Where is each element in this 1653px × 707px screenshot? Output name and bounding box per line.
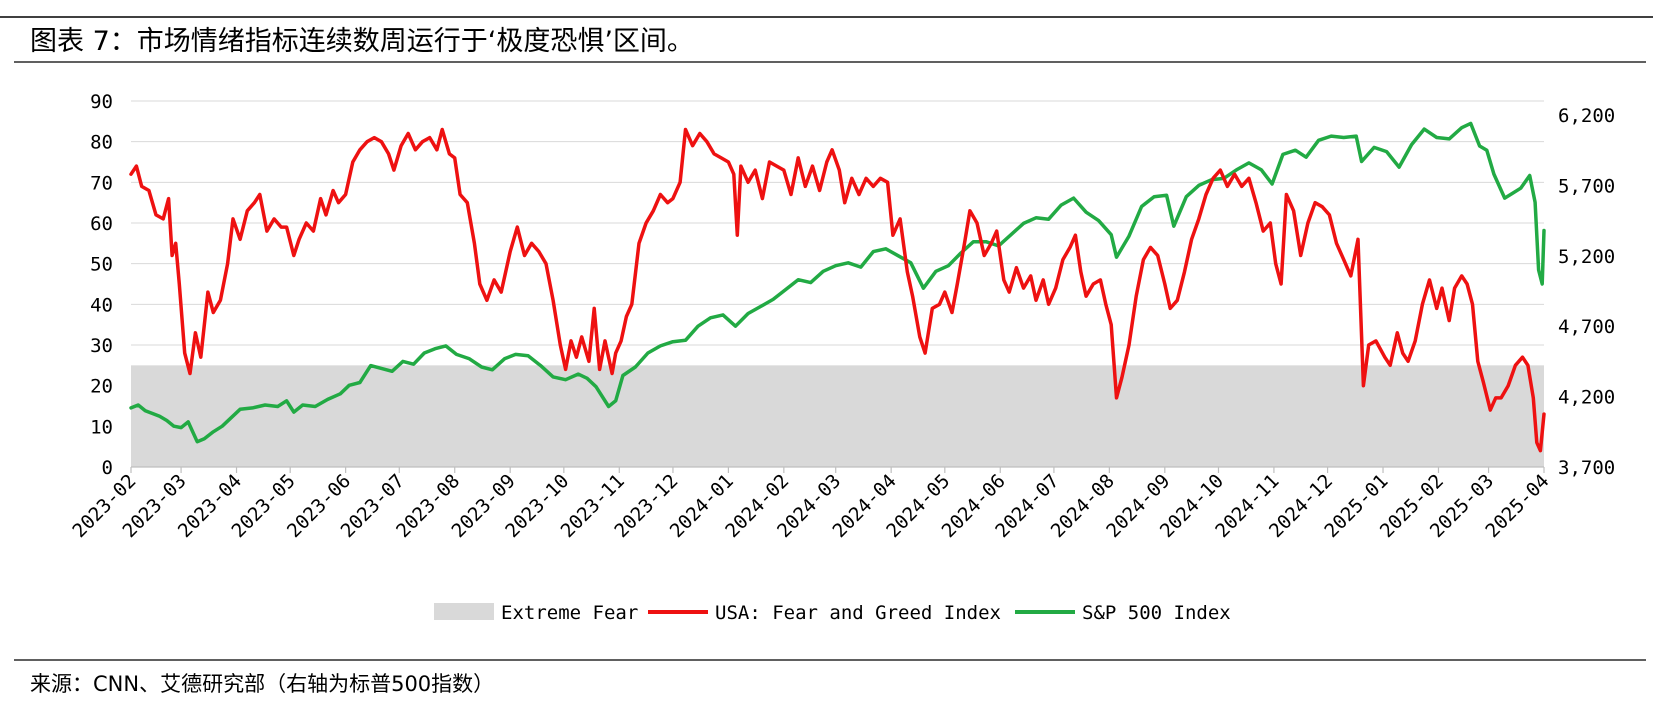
left-axis-tick-label: 60 — [90, 213, 113, 235]
legend-label-fear-greed: USA: Fear and Greed Index — [715, 602, 1001, 624]
legend-swatch-extreme-fear — [434, 603, 494, 620]
right-axis-tick-label: 6,200 — [1558, 105, 1615, 127]
right-axis-tick-label: 4,200 — [1558, 387, 1615, 409]
figure-title: 图表 7：市场情绪指标连续数周运行于‘极度恐惧’区间。 — [30, 26, 694, 57]
left-axis-tick-label: 20 — [90, 376, 113, 398]
legend-label-extreme-fear: Extreme Fear — [501, 602, 638, 624]
right-axis-tick-label: 4,700 — [1558, 316, 1615, 338]
fear-greed-series-line — [129, 127, 1546, 453]
gridlines — [131, 100, 1544, 427]
left-axis-tick-label: 40 — [90, 294, 113, 316]
sp500-series-line — [129, 121, 1546, 444]
x-axis-tick-labels: 2023-022023-032023-042023-052023-062023-… — [68, 470, 1553, 542]
axes — [130, 466, 1545, 473]
right-axis-tick-label: 5,200 — [1558, 246, 1615, 268]
left-axis-tick-label: 10 — [90, 416, 113, 438]
left-axis-tick-label: 70 — [90, 172, 113, 194]
legend-label-sp500: S&P 500 Index — [1082, 602, 1231, 624]
right-axis-tick-labels: 3,700 4,200 4,700 5,200 5,700 6,200 — [1558, 105, 1615, 479]
left-axis-tick-label: 30 — [90, 335, 113, 357]
right-axis-tick-label: 5,700 — [1558, 175, 1615, 197]
left-axis-tick-label: 90 — [90, 91, 113, 113]
left-axis-tick-label: 80 — [90, 132, 113, 154]
legend: Extreme Fear USA: Fear and Greed Index S… — [434, 602, 1231, 624]
left-axis-tick-label: 50 — [90, 254, 113, 276]
plot-area: 0 10 20 30 40 50 60 70 80 90 3,700 4,200 4,700 5,200… — [68, 91, 1615, 542]
left-axis-tick-label: 0 — [102, 457, 113, 479]
left-axis-tick-labels: 0 10 20 30 40 50 60 70 80 90 — [90, 91, 113, 479]
figure-source: 来源：CNN、艾德研究部（右轴为标普500指数） — [30, 672, 494, 696]
extreme-fear-band — [131, 365, 1544, 467]
right-axis-tick-label: 3,700 — [1558, 457, 1615, 479]
